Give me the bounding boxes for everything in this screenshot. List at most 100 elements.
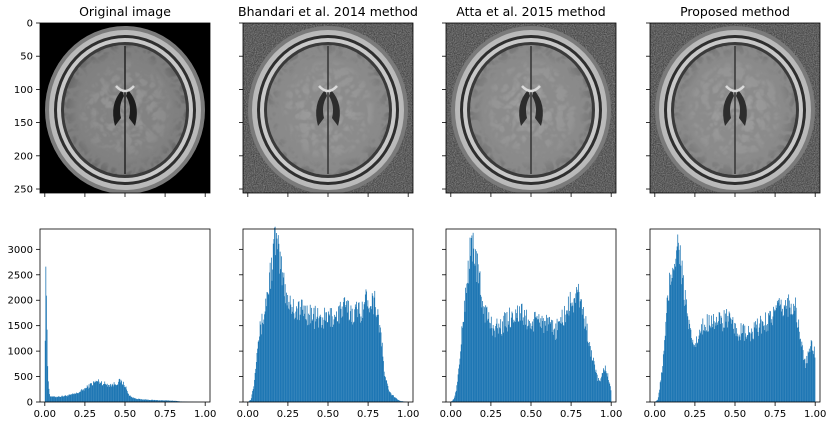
histogram-bar [752, 338, 754, 402]
histogram-ytick-label: 0 [27, 398, 33, 409]
histogram-bar [761, 333, 763, 402]
histogram-bar [356, 301, 357, 402]
histogram-bar [52, 396, 54, 402]
histogram-bar [773, 306, 774, 402]
histogram-bar [176, 401, 178, 402]
histogram-bar [288, 301, 290, 402]
histogram-bar [395, 397, 396, 402]
histogram-bar [96, 381, 97, 402]
histogram-bar [522, 317, 524, 402]
histogram-bar [172, 400, 174, 402]
histogram-bar [272, 269, 274, 402]
histogram-bar [691, 342, 693, 402]
histogram-bar [713, 321, 715, 402]
histogram-bar [301, 299, 302, 402]
histogram-bar [376, 317, 378, 402]
histogram-bar [250, 398, 252, 402]
histogram-bar [369, 306, 371, 402]
histogram-bar [335, 317, 337, 402]
histogram-bar [480, 294, 482, 402]
image-title-bhandari: Bhandari et al. 2014 method [238, 4, 418, 19]
histogram-bar [785, 308, 787, 402]
histogram-bar [134, 397, 136, 402]
histogram-bar [601, 373, 603, 402]
histogram-bar [501, 335, 503, 402]
histogram-bar [98, 381, 100, 402]
histogram-bar [812, 350, 813, 402]
histogram-bar [781, 311, 783, 402]
histogram-bar [401, 401, 403, 402]
histogram-bar [594, 364, 596, 402]
histogram-bar [580, 299, 582, 402]
histogram-bar [369, 312, 371, 402]
histogram-bar [101, 381, 102, 402]
histogram-bar [397, 399, 399, 402]
histogram-bar [257, 341, 259, 402]
histogram-bar [600, 378, 602, 402]
histogram-bar [524, 310, 525, 402]
histogram-bar [289, 309, 290, 402]
histogram-bar [674, 266, 676, 402]
histogram-bar [800, 338, 801, 402]
histogram-bar [140, 399, 141, 402]
histogram-bar [325, 312, 327, 402]
histogram-bar [160, 400, 162, 402]
histogram-xtick-label: 0.00 [34, 409, 56, 420]
histogram-bar [378, 314, 379, 402]
histogram-bar [677, 242, 679, 402]
histogram-bar [805, 363, 807, 402]
histogram-xtick-label: 0.75 [154, 409, 176, 420]
histogram-bar [122, 385, 124, 402]
histogram-bar [497, 328, 498, 402]
histogram-panel-proposed: 0.00 0.25 0.50 0.75 1.00 [644, 228, 826, 420]
histogram-bar [105, 384, 107, 402]
histogram-bar [778, 298, 780, 402]
histogram-bar [329, 308, 331, 402]
histogram-bar [689, 327, 691, 402]
histogram-bar [84, 388, 86, 402]
histogram-bar [120, 379, 122, 402]
histogram-bar [765, 312, 766, 402]
histogram-bar [487, 320, 488, 402]
histogram-panel-original: 0.00 0.25 0.50 0.75 1.00 0 500 1000 1500 2000 2500… [8, 228, 216, 420]
histogram-bar [796, 322, 798, 402]
histogram-bar [392, 395, 394, 402]
histogram-bar [155, 400, 157, 402]
histogram-bar [783, 315, 785, 402]
histogram-bar [262, 324, 264, 402]
histogram-bars [44, 266, 205, 402]
histogram-bar [556, 338, 557, 402]
histogram-bar [772, 316, 774, 402]
histogram-bar [659, 382, 661, 402]
histogram-ytick-label: 1000 [8, 347, 33, 358]
histogram-bar [566, 310, 567, 402]
histogram-bar [665, 321, 667, 402]
histogram-bar [484, 307, 485, 402]
histogram-bar [794, 310, 796, 402]
histogram-bar [785, 300, 786, 402]
histogram-bar [554, 339, 556, 402]
histogram-bar [58, 396, 60, 402]
histogram-bar [275, 255, 277, 402]
histogram-bar [366, 291, 367, 402]
histogram-bar [504, 312, 505, 402]
histogram-bar [739, 336, 741, 402]
histogram-bar [64, 395, 66, 402]
histogram-bar [173, 400, 175, 402]
histogram-bar [165, 400, 167, 402]
histogram-bar [468, 268, 470, 402]
histogram-bar [543, 332, 545, 402]
histogram-bar [721, 323, 723, 402]
histogram-bar [813, 354, 815, 402]
histogram-bar [662, 354, 664, 402]
histogram-bar [517, 321, 519, 402]
histogram-bar [743, 340, 745, 402]
histogram-bar [700, 331, 702, 402]
histogram-bar [744, 325, 746, 402]
histogram-bar [252, 389, 254, 402]
histogram-bar [508, 324, 510, 402]
histogram-bar [527, 319, 529, 402]
histogram-bar [165, 400, 166, 402]
histogram-bar [282, 272, 284, 402]
histogram-bar [728, 311, 730, 402]
